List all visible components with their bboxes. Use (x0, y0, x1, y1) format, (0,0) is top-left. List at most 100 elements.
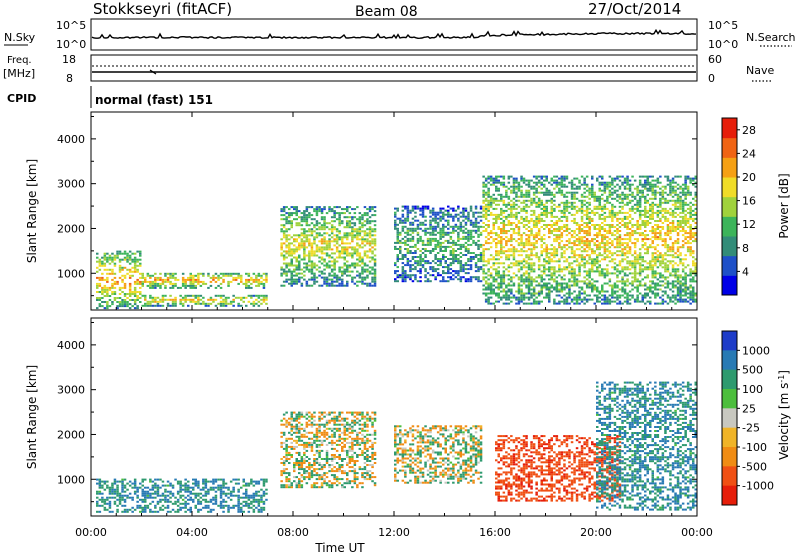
power-cell (568, 240, 571, 243)
power-cell (631, 232, 634, 235)
power-cell (603, 258, 607, 261)
power-cell (484, 280, 488, 283)
power-cell (255, 278, 258, 281)
power-cell (633, 224, 637, 226)
power-cell (553, 256, 556, 259)
power-cell (154, 298, 157, 301)
power-cell (103, 254, 107, 257)
power-cell (492, 217, 495, 220)
power-cell (553, 266, 556, 269)
power-cell (558, 187, 561, 190)
power-cell (623, 224, 627, 226)
power-cell (447, 205, 450, 208)
power-cell (353, 266, 357, 269)
power-cell (280, 268, 283, 271)
power-cell (565, 217, 569, 220)
power-cell (288, 222, 291, 225)
power-cell (419, 235, 422, 238)
power-cell (628, 290, 632, 293)
power-cell (583, 290, 586, 293)
power-cell (295, 214, 298, 217)
power-cell (351, 218, 354, 221)
power-cell (303, 258, 306, 261)
power-cell (171, 286, 175, 289)
power-cell (401, 227, 405, 230)
power-cell (245, 280, 248, 283)
power-cell (305, 216, 309, 219)
power-cell (621, 288, 624, 291)
power-cell (328, 260, 331, 263)
power-cell (588, 258, 591, 261)
power-cell (328, 266, 331, 269)
power-cell (661, 197, 665, 200)
power-cell (363, 232, 367, 235)
power-cell (426, 205, 430, 208)
power-cell (681, 294, 685, 297)
power-cell (638, 274, 642, 277)
power-cell (565, 228, 569, 230)
power-cell (674, 298, 677, 301)
power-cell (636, 286, 639, 289)
power-cell (469, 278, 473, 281)
power-cell (426, 207, 430, 210)
power-cell (621, 276, 624, 279)
power-cell (293, 250, 296, 253)
power-cell (439, 219, 442, 222)
power-cell (404, 248, 407, 250)
power-cell (298, 276, 301, 279)
power-cell (434, 217, 437, 220)
power-cell (527, 248, 531, 251)
power-cell (356, 238, 359, 241)
power-cell (676, 298, 680, 301)
power-cell (636, 256, 639, 259)
power-cell (333, 212, 336, 215)
power-cell (96, 270, 99, 273)
power-cell (659, 302, 662, 305)
power-cell (583, 209, 586, 212)
power-cell (674, 270, 677, 273)
power-cell (560, 256, 564, 259)
power-cell (656, 260, 660, 263)
power-cell (98, 303, 102, 306)
power-cell (613, 246, 617, 249)
power-cell (611, 203, 614, 206)
power-cell (603, 268, 607, 271)
power-cell (373, 228, 377, 231)
power-cell (616, 224, 619, 226)
power-cell (525, 292, 528, 295)
power-cell (305, 238, 309, 241)
power-cell (252, 280, 256, 283)
power-cell (507, 195, 511, 198)
power-cell (333, 280, 336, 283)
nsky-tick-top-left: 10^5 (56, 19, 86, 32)
power-cell (626, 222, 629, 224)
power-cell (500, 230, 503, 232)
power-cell (434, 268, 437, 271)
power-cell (580, 258, 584, 261)
power-cell (659, 256, 662, 259)
power-cell (621, 205, 624, 208)
power-cell (553, 260, 556, 263)
power-cell (285, 238, 288, 241)
power-cell (293, 234, 296, 237)
power-cell (290, 236, 293, 239)
power-cell (502, 220, 506, 222)
power-cell (565, 207, 569, 210)
power-cell (338, 282, 341, 285)
power-cell (462, 207, 465, 210)
power-cell (502, 222, 506, 224)
power-cell (550, 177, 553, 180)
power-cell (351, 264, 354, 267)
power-cell (305, 206, 309, 209)
power-cell (406, 233, 410, 236)
power-cell (603, 248, 607, 251)
power-cell (328, 284, 331, 287)
power-cell (197, 294, 200, 297)
power-cell (568, 290, 571, 293)
power-cell (636, 272, 639, 275)
power-cell (563, 286, 566, 289)
power-cell (654, 195, 657, 198)
power-cell (442, 233, 445, 236)
power-cell (421, 213, 425, 216)
power-cell (136, 280, 139, 283)
